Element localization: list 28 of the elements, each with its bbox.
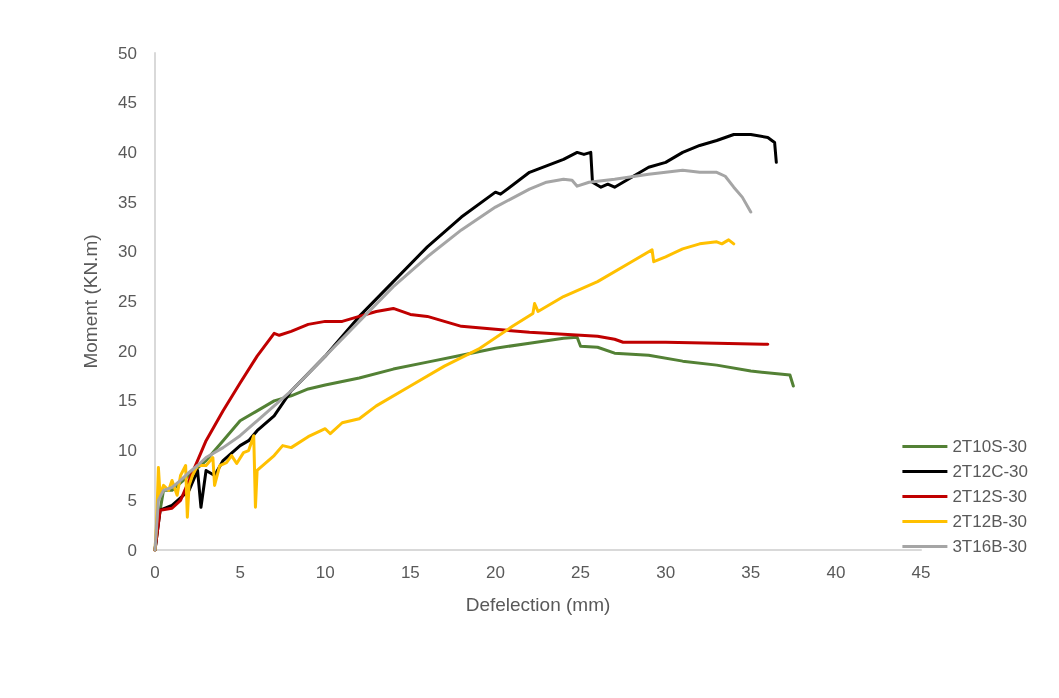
x-tick-label: 15 — [400, 563, 420, 582]
legend-label: 2T12S-30 — [952, 487, 1028, 506]
y-tick-label: 30 — [118, 242, 137, 262]
legend-label: 2T12C-30 — [952, 462, 1029, 481]
x-tick-label: 20 — [485, 563, 505, 582]
y-tick-label: 20 — [118, 341, 137, 361]
x-tick-label: 10 — [315, 563, 335, 582]
y-tick-label: 15 — [118, 391, 137, 411]
x-tick-label: 40 — [826, 563, 846, 582]
y-tick-label: 0 — [127, 540, 137, 560]
y-tick-label: 45 — [118, 93, 137, 113]
x-tick-label: 30 — [656, 563, 676, 582]
x-tick-label: 25 — [571, 563, 591, 582]
x-tick-label: 5 — [235, 563, 245, 582]
y-tick-label: 25 — [118, 292, 137, 311]
x-tick-label: 45 — [911, 563, 931, 582]
y-tick-label: 50 — [118, 43, 137, 63]
legend-label: 2T12B-30 — [952, 512, 1028, 531]
y-tick-label: 10 — [118, 441, 137, 461]
x-tick-label: 0 — [150, 563, 160, 582]
x-axis-title: Defelection (mm) — [465, 594, 611, 615]
y-tick-label: 35 — [118, 192, 137, 212]
y-axis-title: Moment (KN.m) — [80, 234, 101, 369]
legend-label: 2T10S-30 — [952, 437, 1028, 456]
y-tick-label: 40 — [118, 142, 137, 162]
legend-label: 3T16B-30 — [952, 537, 1028, 556]
y-tick-label: 5 — [127, 490, 137, 510]
x-tick-label: 35 — [741, 563, 761, 582]
